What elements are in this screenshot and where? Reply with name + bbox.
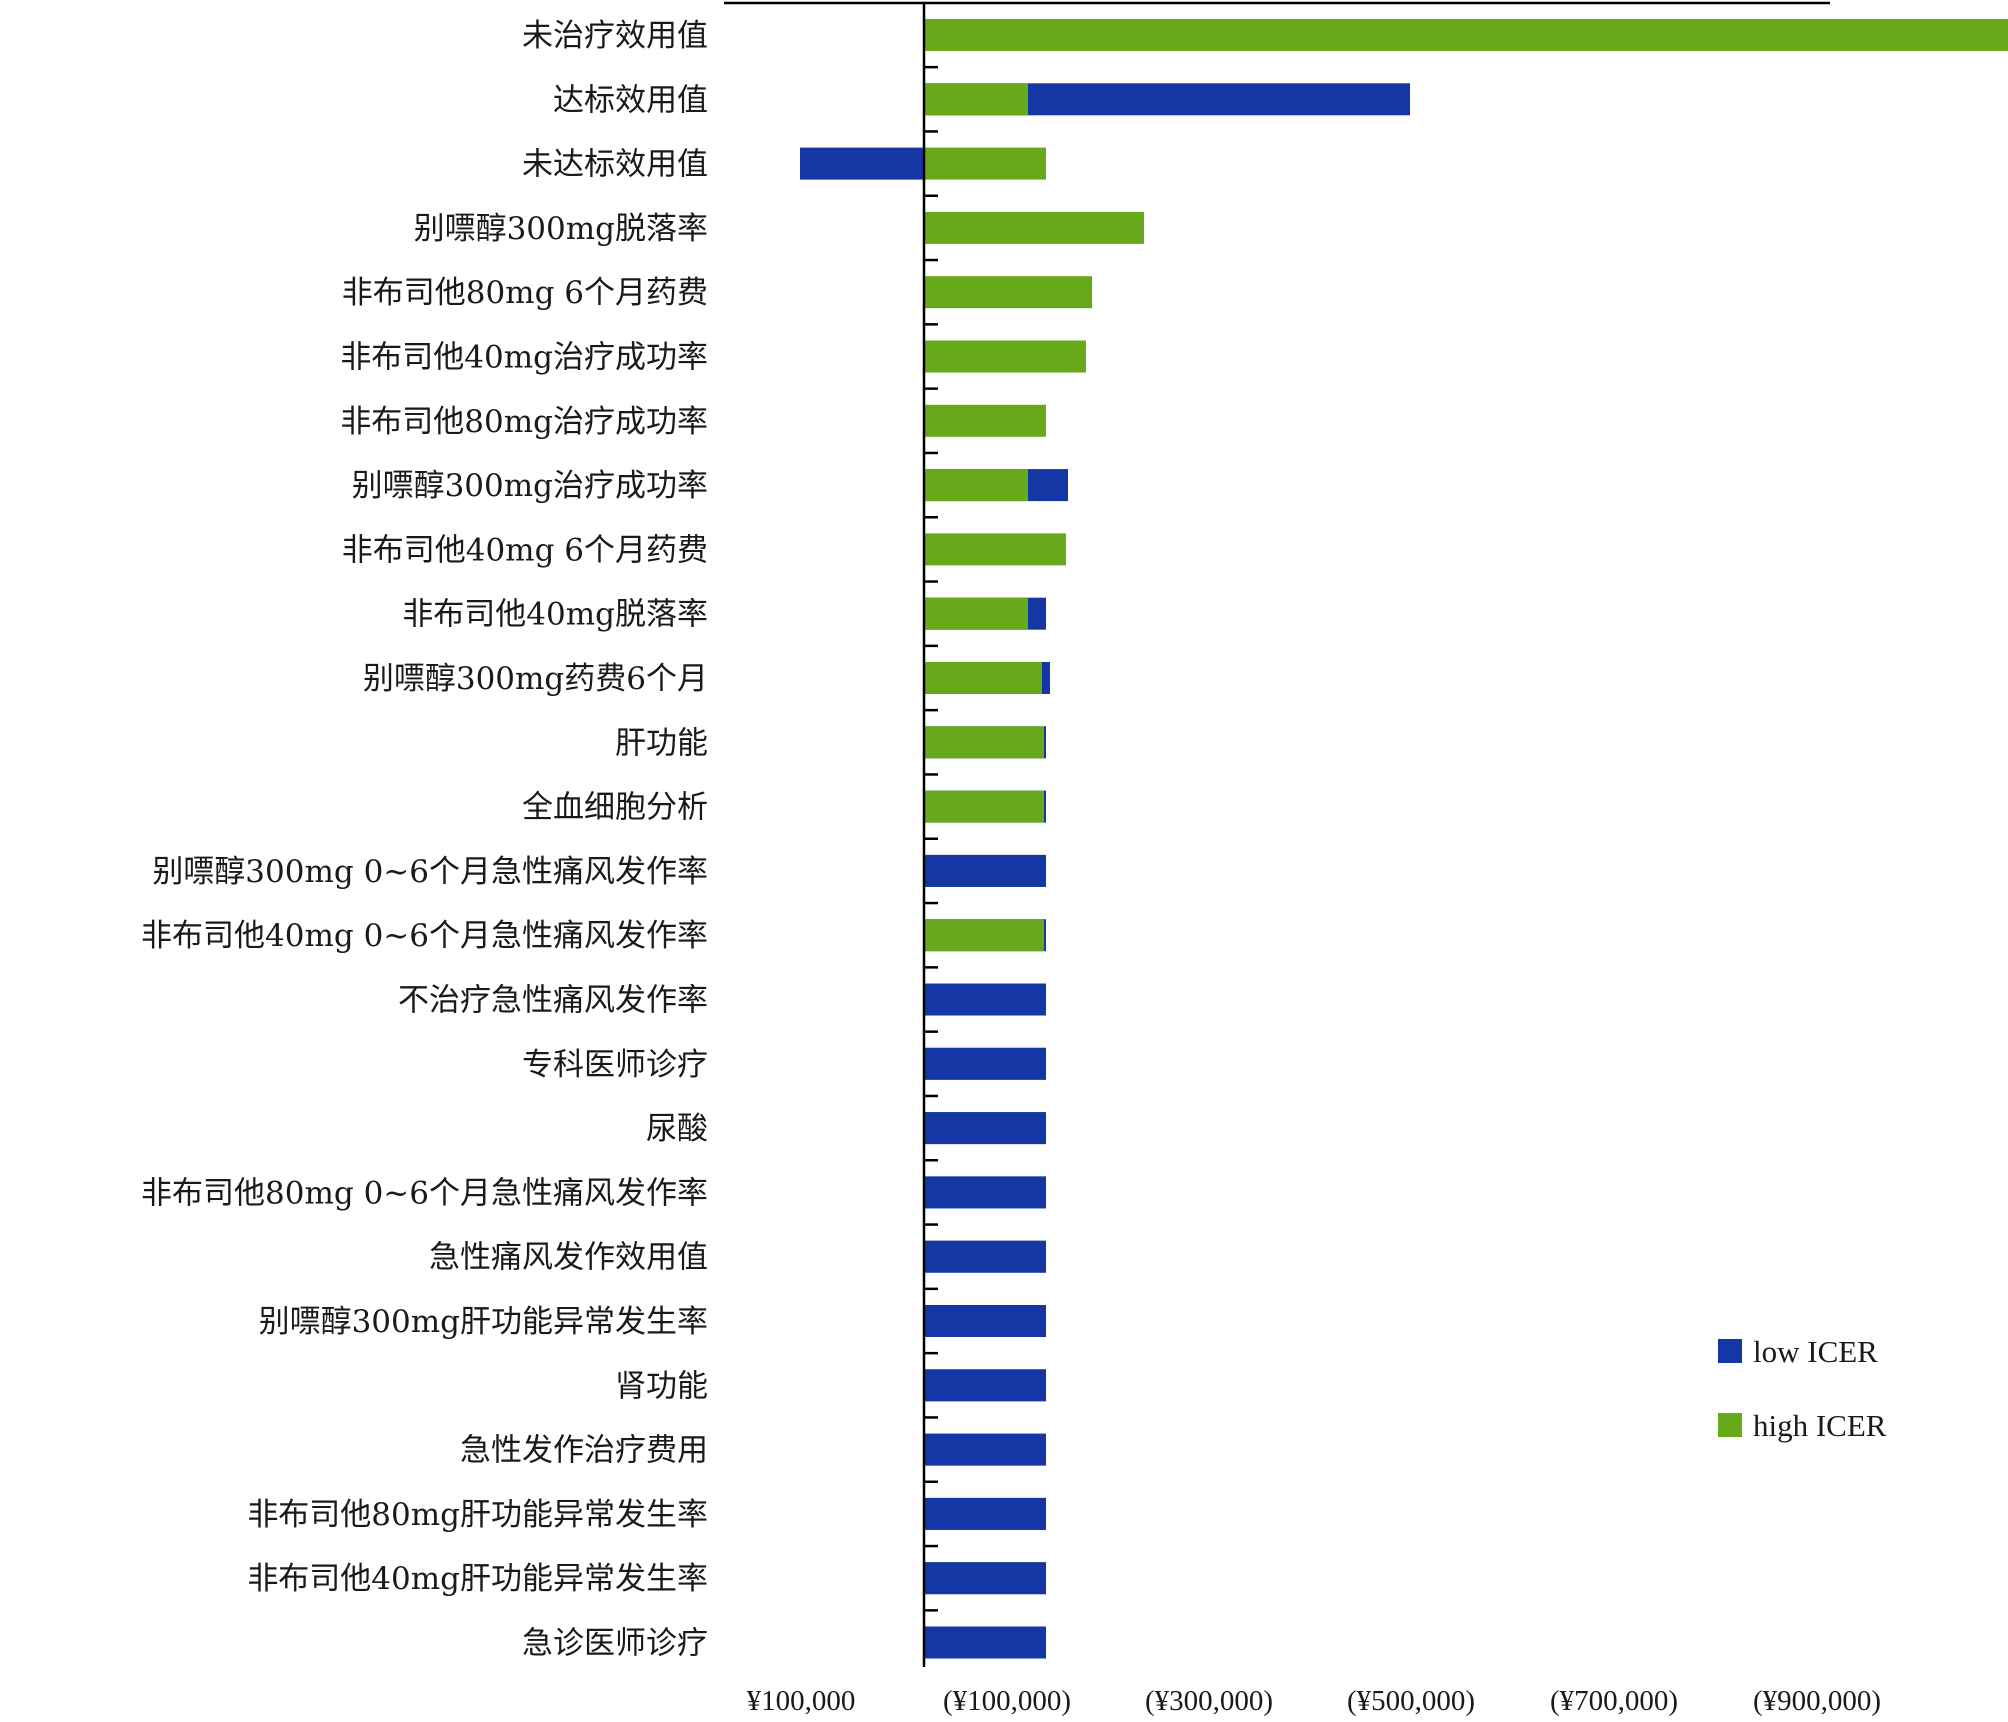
bar-high-icer [924,469,1028,502]
category-label: 急性发作治疗费用 [460,1433,708,1469]
category-label: 不治疗急性痛风发作率 [398,983,708,1019]
legend-swatch-low [1718,1339,1742,1363]
category-label: 别嘌醇300mg 0~6个月急性痛风发作率 [152,854,708,890]
bar-high-icer [924,83,1028,116]
category-label: 尿酸 [646,1111,708,1147]
bar-low-icer [924,854,1046,887]
x-tick-label: (¥900,000) [1753,1685,1881,1717]
category-label: 别嘌醇300mg脱落率 [414,211,708,247]
bar-high-icer [924,340,1086,373]
bar-high-icer [924,919,1044,952]
category-label: 非布司他40mg肝功能异常发生率 [247,1561,708,1597]
x-tick-label: (¥300,000) [1145,1685,1273,1717]
category-label: 肾功能 [615,1368,708,1404]
category-label: 肝功能 [615,725,708,761]
x-tick-label: (¥500,000) [1347,1685,1475,1717]
bar-high-icer [924,533,1066,566]
category-label: 别嘌醇300mg药费6个月 [363,661,708,697]
category-label: 非布司他80mg治疗成功率 [340,404,708,440]
category-label: 专科医师诊疗 [522,1047,708,1083]
bar-high-icer [924,790,1044,823]
legend-swatch-high [1718,1413,1742,1437]
category-label: 全血细胞分析 [522,790,708,826]
bar-low-icer [924,1240,1046,1273]
x-tick-labels-group: ¥100,000 (¥100,000) (¥300,000) (¥500,000) (¥… [747,1685,1881,1717]
bar-high-icer [924,726,1044,759]
x-tick-label: ¥100,000 [747,1685,856,1717]
bar-low-icer [924,1305,1046,1337]
category-label: 急诊医师诊疗 [522,1626,708,1662]
legend-label-high: high ICER [1753,1408,1887,1443]
category-label: 非布司他40mg脱落率 [402,597,708,633]
category-label: 别嘌醇300mg治疗成功率 [352,468,708,504]
bar-high-icer [924,19,2008,51]
bar-low-icer [924,1497,1046,1530]
legend-label-low: low ICER [1753,1334,1878,1369]
category-label: 非布司他40mg 0~6个月急性痛风发作率 [141,918,708,954]
bar-high-icer [924,276,1092,309]
category-label: 急性痛风发作效用值 [429,1240,708,1276]
bar-high-icer [924,597,1028,630]
category-label: 未治疗效用值 [522,18,708,54]
x-tick-label: (¥700,000) [1550,1685,1678,1717]
bar-low-icer [924,1176,1046,1209]
bar-low-icer [924,983,1046,1016]
bar-low-icer [924,1562,1046,1595]
bar-low-icer [924,1433,1046,1466]
category-label: 非布司他80mg 0~6个月急性痛风发作率 [141,1175,708,1211]
legend: low ICER high ICER [1718,1334,1887,1443]
category-label: 非布司他40mg 6个月药费 [342,532,708,568]
bar-high-icer [924,662,1042,694]
bar-low-icer [924,1369,1046,1402]
x-tick-label: (¥100,000) [943,1685,1071,1717]
bar-low-icer [924,1047,1046,1080]
category-label: 非布司他80mg 6个月药费 [342,275,708,311]
bars-group [800,19,2008,1659]
category-label: 达标效用值 [553,82,708,118]
bar-high-icer [924,404,1046,437]
category-label: 非布司他40mg治疗成功率 [340,340,708,376]
bar-low-icer [800,147,924,180]
bar-high-icer [924,211,1144,244]
category-label: 非布司他80mg肝功能异常发生率 [247,1497,708,1533]
category-label: 未达标效用值 [522,147,708,183]
axis-ticks-group [924,65,938,1612]
bar-low-icer [924,1626,1046,1659]
category-label: 别嘌醇300mg肝功能异常发生率 [259,1304,708,1340]
bar-low-icer [924,1112,1046,1145]
bar-high-icer [924,147,1046,180]
